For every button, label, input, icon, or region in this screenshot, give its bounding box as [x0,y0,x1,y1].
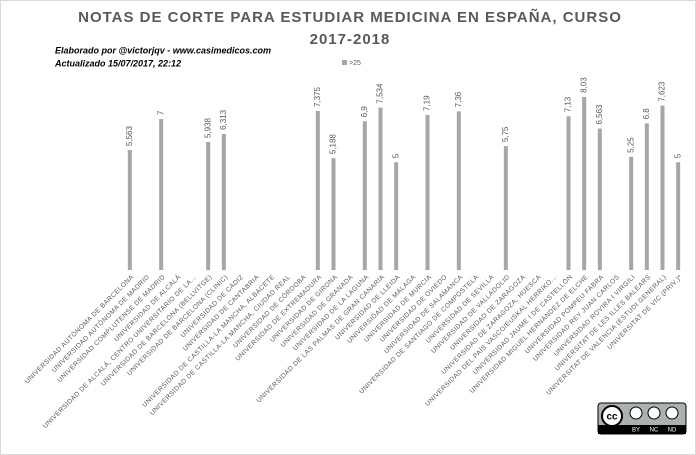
subtitle: Elaborado por @victorjqv - www.casimedic… [55,45,271,55]
badge-icon [665,406,679,420]
bar [582,96,587,270]
bar [378,107,383,271]
subtitle: Actualizado 15/07/2017, 22:12 [54,58,181,68]
value-label: 5,25 [626,137,635,153]
bar [629,156,634,270]
value-label: 5 [673,153,682,158]
chart-title: 2017-2018 [310,31,391,48]
value-label: 6,8 [642,108,651,120]
bar [394,162,399,270]
value-label: 7,19 [423,95,432,111]
value-label: 6,313 [219,109,228,130]
badge-icon [629,406,643,420]
bar [127,150,132,270]
bar [206,142,211,270]
badge-text: cc [606,412,618,423]
value-label: 7 [156,110,165,115]
bar [644,123,649,270]
bar [566,116,571,270]
bar [362,121,367,271]
value-label: 7,534 [376,83,385,104]
bar [597,128,602,270]
badge-text: ND [668,428,677,434]
value-label: 7,375 [313,86,322,107]
value-label: 7,623 [658,81,667,102]
value-label: 5 [391,153,400,158]
value-label: 7,36 [454,91,463,107]
value-label: 5,188 [329,134,338,155]
bar [221,133,226,270]
legend-label: >25 [349,60,361,67]
value-label: 5,938 [203,117,212,138]
bar [676,162,681,270]
bar [159,119,164,270]
badge-text: NC [650,428,659,434]
value-label: 6,563 [595,104,604,125]
badge-icon [647,406,661,420]
bar [456,111,461,271]
bar [315,111,320,271]
badge-strip [598,425,686,434]
license-badge: cc BY NC ND [597,402,687,435]
chart-title: NOTAS DE CORTE PARA ESTUDIAR MEDICINA EN… [78,8,622,26]
value-label: 8,03 [579,77,588,93]
value-label: 6,9 [360,106,369,118]
legend-swatch [342,60,347,65]
bar [425,115,430,270]
badge-icon [601,405,623,427]
value-label: 5,563 [125,126,134,147]
value-label: 7,13 [564,96,573,112]
bar [331,158,336,270]
badge-text: BY [632,428,640,434]
bar [503,146,508,270]
bar [660,105,665,270]
value-label: 5,75 [501,126,510,142]
